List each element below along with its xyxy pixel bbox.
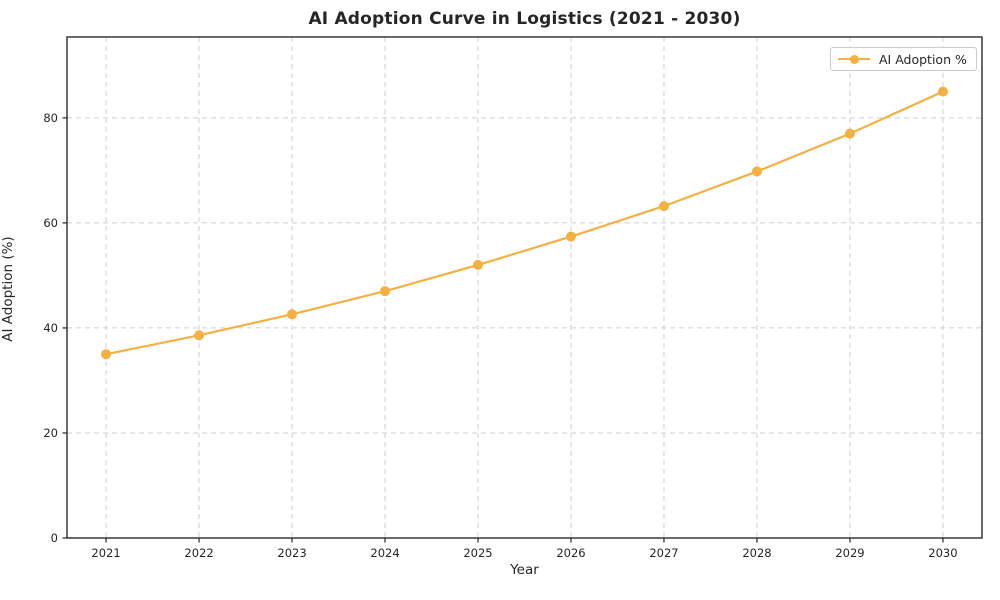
data-point: [194, 330, 205, 341]
y-tick-label: 60: [43, 216, 58, 230]
x-tick-label: 2030: [928, 546, 957, 560]
data-point: [658, 201, 669, 212]
x-tick-label: 2021: [91, 546, 120, 560]
legend: AI Adoption %: [830, 47, 977, 71]
data-point: [565, 231, 576, 242]
x-tick-label: 2023: [277, 546, 306, 560]
legend-line-marker-icon: [838, 52, 870, 66]
data-point: [751, 166, 762, 177]
y-tick-label: 20: [43, 426, 58, 440]
x-tick-label: 2025: [463, 546, 492, 560]
x-tick-label: 2024: [370, 546, 399, 560]
y-tick-label: 0: [51, 531, 58, 545]
data-point: [844, 128, 855, 139]
data-point: [380, 286, 391, 297]
x-tick-label: 2028: [742, 546, 771, 560]
legend-marker-dot: [849, 54, 859, 64]
x-tick-label: 2027: [649, 546, 678, 560]
chart-title: AI Adoption Curve in Logistics (2021 - 2…: [308, 9, 741, 29]
x-tick-label: 2029: [835, 546, 864, 560]
x-tick-label: 2022: [184, 546, 213, 560]
data-point: [101, 349, 112, 360]
x-axis-label: Year: [510, 562, 539, 578]
y-axis-label: AI Adoption (%): [0, 236, 16, 342]
legend-label: AI Adoption %: [879, 51, 967, 67]
data-point: [937, 86, 948, 97]
plot-frame: [66, 36, 983, 539]
series-line: [104, 90, 945, 356]
y-tick-label: 40: [43, 321, 58, 335]
y-tick-label: 80: [43, 111, 58, 125]
data-point: [287, 309, 298, 320]
data-point: [473, 259, 484, 270]
x-tick-label: 2026: [556, 546, 585, 560]
